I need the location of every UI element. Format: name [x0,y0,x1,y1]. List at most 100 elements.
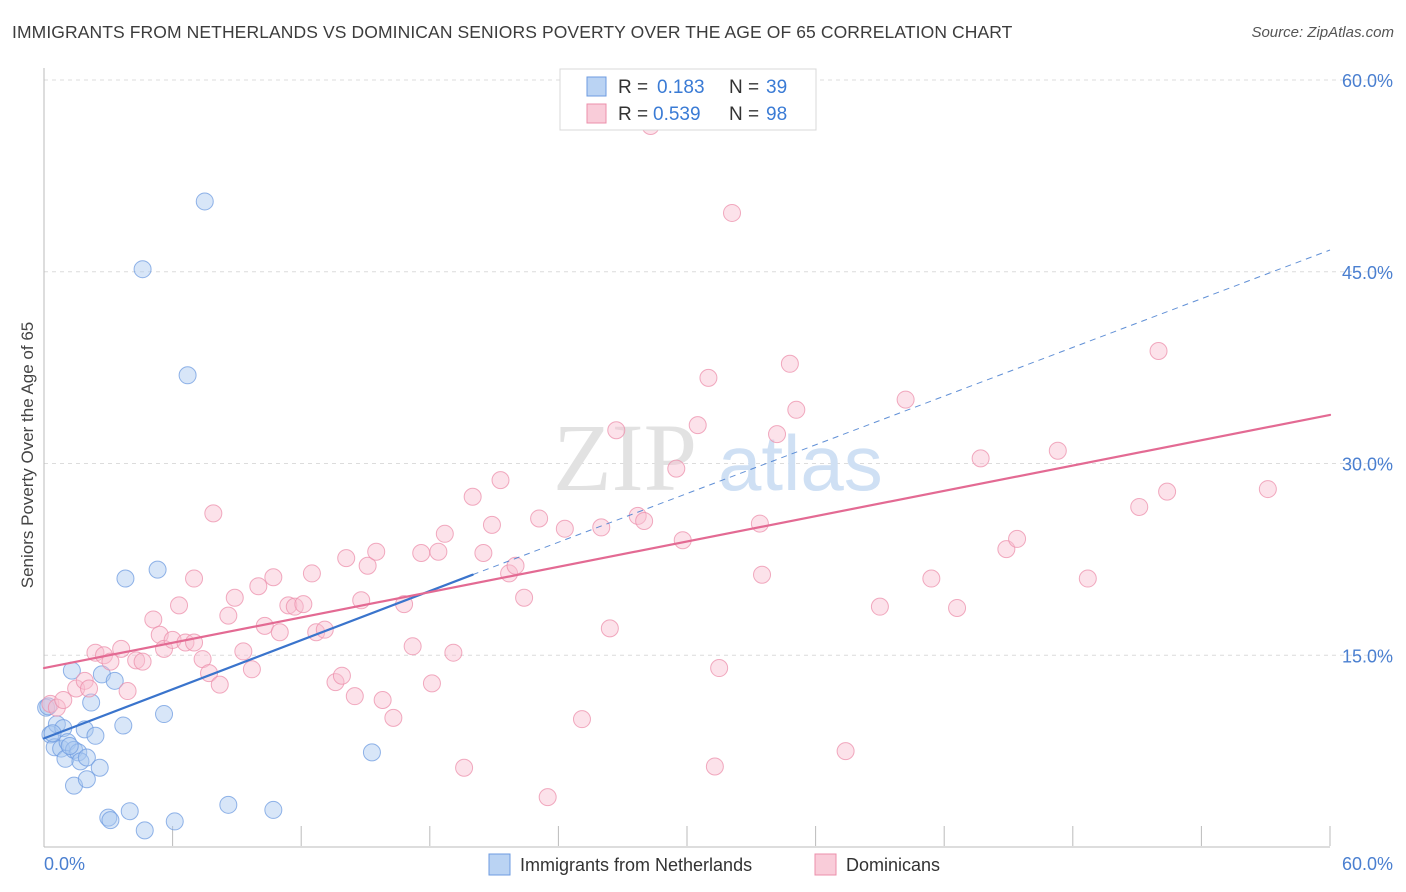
dominican-point-45 [367,542,386,561]
bottom-legend-label-dominicans: Dominicans [846,855,940,875]
netherlands-point-31 [178,366,197,385]
bottom-legend-label-netherlands: Immigrants from Netherlands [520,855,752,875]
dominican-point-86 [870,597,889,616]
dominican-point-35 [294,595,313,614]
dominican-point-55 [455,758,474,777]
dominican-point-76 [699,368,718,387]
dominican-point-79 [723,203,742,222]
netherlands-point-27 [135,821,154,840]
netherlands-point-26 [133,260,152,279]
dominican-point-85 [836,742,855,761]
netherlands-trend-line-extension [472,249,1331,576]
legend-swatch-dominicans [586,103,607,124]
netherlands-point-33 [219,795,238,814]
dominican-point-2 [54,690,73,709]
gridlines [44,79,1395,656]
dominican-point-51 [422,674,441,693]
watermark-zip: ZIP [553,404,697,511]
netherlands-point-14 [77,770,96,789]
x-tick-label-1: 60.0% [1342,854,1393,874]
dominican-point-24 [210,675,229,694]
dominican-point-97 [1158,482,1177,501]
netherlands-point-17 [86,726,105,745]
dominican-point-40 [332,666,351,685]
dominican-point-69 [607,421,626,440]
dominican-point-47 [384,708,403,727]
dominican-trend-line [42,413,1332,670]
y-axis-title: Seniors Poverty Over the Age of 65 [18,322,37,588]
dominican-point-8 [101,652,120,671]
legend-r-value-2: 0.539 [653,104,701,125]
bottom-legend-swatch-dominicans [814,853,837,876]
dominican-point-39 [326,673,345,692]
dominican-point-11 [127,651,146,670]
dominican-point-57 [474,543,493,562]
legend-swatch-netherlands [586,76,607,97]
dominican-point-80 [750,514,769,533]
legend-r-label-2: R = [618,104,648,125]
axes [43,68,1331,848]
netherlands-point-35 [362,743,381,762]
legend: R = 0.183 N = 39 R = 0.539 N = 98 [559,68,817,131]
dominican-point-27 [234,642,253,661]
legend-n-value-2: 98 [766,104,787,125]
dominican-point-46 [373,690,392,709]
data-points [37,117,1277,840]
dominican-point-65 [555,519,574,538]
dominican-point-52 [429,542,448,561]
trend-lines [42,249,1332,740]
dominican-point-84 [787,400,806,419]
legend-n-label-1: N = [729,77,759,98]
netherlands-point-28 [148,560,167,579]
netherlands-point-32 [195,192,214,211]
dominican-point-13 [144,610,163,629]
dominican-point-78 [710,659,729,678]
dominican-point-93 [1048,441,1067,460]
dominican-point-36 [302,564,321,583]
netherlands-point-24 [116,569,135,588]
dominican-point-77 [705,757,724,776]
dominican-point-87 [896,390,915,409]
legend-r-label-1: R = [618,77,648,98]
dominican-point-20 [185,569,204,588]
legend-n-value-1: 39 [766,77,787,98]
dominican-point-82 [768,425,787,444]
netherlands-point-20 [99,808,118,827]
dominican-point-66 [572,710,591,729]
y-tick-label-1: 30.0% [1342,455,1393,475]
dominican-point-26 [225,588,244,607]
dominican-point-75 [688,416,707,435]
chart-title: IMMIGRANTS FROM NETHERLANDS VS DOMINICAN… [12,22,1013,42]
dominican-point-50 [412,543,431,562]
dominican-point-92 [1008,529,1027,548]
dominican-point-33 [279,596,298,615]
dominican-point-23 [204,504,223,523]
dominican-point-31 [264,568,283,587]
dominican-point-1 [47,698,66,717]
dominican-point-29 [249,577,268,596]
x-tick-labels: 0.0% 60.0% [44,854,1393,874]
dominican-point-98 [1258,480,1277,499]
dominican-point-5 [80,679,99,698]
dominican-point-90 [971,449,990,468]
netherlands-point-18 [90,758,109,777]
netherlands-point-25 [120,802,139,821]
y-tick-label-3: 60.0% [1342,71,1393,91]
netherlands-trend-line [42,573,474,740]
source-label: Source: ZipAtlas.com [1251,24,1394,41]
dominican-point-58 [482,515,501,534]
dominican-point-71 [635,512,654,531]
dominican-point-83 [780,354,799,373]
dominican-point-56 [463,487,482,506]
watermark: ZIP atlas [553,404,883,511]
dominican-point-95 [1130,497,1149,516]
dominican-point-68 [600,619,619,638]
y-tick-label-0: 15.0% [1342,646,1393,666]
dominican-point-28 [242,660,261,679]
netherlands-point-15 [77,748,96,767]
netherlands-point-29 [155,705,174,724]
dominican-point-17 [170,596,189,615]
dominican-point-32 [270,623,289,642]
dominican-point-62 [515,588,534,607]
dominican-point-96 [1149,342,1168,361]
